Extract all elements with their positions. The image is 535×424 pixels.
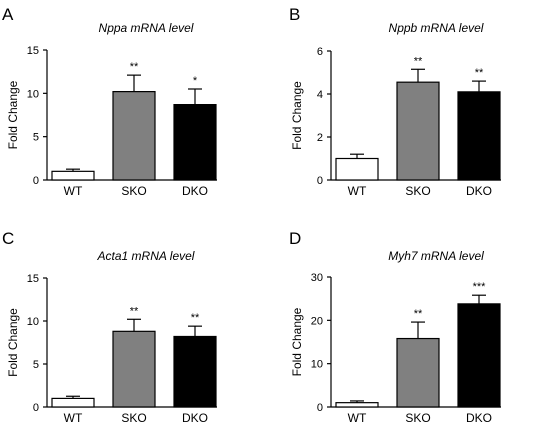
significance-label: ** xyxy=(130,305,139,317)
panel-c: C Acta1 mRNA level Fold Change 0 5 10 15 WT SKO *… xyxy=(2,229,217,424)
y-tick-label: 6 xyxy=(317,46,323,58)
x-tick-label: WT xyxy=(64,184,83,198)
bar-sko xyxy=(396,81,440,181)
y-axis-label: Fold Change xyxy=(290,81,304,150)
y-axis-label: Fold Change xyxy=(290,307,304,376)
chart-title: Acta1 mRNA level xyxy=(97,249,195,263)
y-tick-label: 5 xyxy=(33,132,39,144)
y-tick-label: 10 xyxy=(27,88,39,100)
y-tick-label: 15 xyxy=(27,45,39,57)
y-tick-label: 0 xyxy=(317,402,323,414)
chart-title: Nppa mRNA level xyxy=(99,21,194,35)
chart-title: Myh7 mRNA level xyxy=(388,249,484,263)
y-tick-label: 5 xyxy=(33,359,39,371)
x-tick-label: DKO xyxy=(466,184,492,198)
significance-label: ** xyxy=(475,67,484,79)
y-tick-label: 30 xyxy=(311,272,323,284)
bar-sko xyxy=(112,90,156,181)
y-tick-label: 4 xyxy=(317,89,323,101)
y-tick-label: 0 xyxy=(317,175,323,187)
y-tick-label: 10 xyxy=(27,316,39,328)
y-tick-label: 20 xyxy=(311,315,323,327)
y-axis-label: Fold Change xyxy=(6,308,20,377)
panel-letter: C xyxy=(2,229,14,248)
x-tick-label: SKO xyxy=(405,184,430,198)
x-tick-label: SKO xyxy=(121,411,146,424)
panel-b: B Nppb mRNA level Fold Change 0 2 4 6 WT SKO ** DK… xyxy=(289,5,501,198)
y-axis-label: Fold Change xyxy=(6,80,20,149)
bar-sko xyxy=(112,330,156,408)
significance-label: *** xyxy=(473,281,487,293)
significance-label: * xyxy=(193,75,198,87)
bar-sko xyxy=(396,337,440,408)
panel-letter: B xyxy=(289,5,300,24)
x-tick-label: WT xyxy=(64,411,83,424)
chart-title: Nppb mRNA level xyxy=(389,21,484,35)
y-tick-label: 10 xyxy=(311,359,323,371)
bar-wt xyxy=(335,157,379,181)
y-tick-label: 0 xyxy=(33,175,39,187)
x-tick-label: SKO xyxy=(121,184,146,198)
panel-letter: A xyxy=(2,5,14,24)
y-tick-label: 15 xyxy=(27,273,39,285)
significance-label: ** xyxy=(414,55,423,67)
bar-dko xyxy=(173,103,217,181)
x-tick-label: WT xyxy=(348,411,367,424)
bar-dko xyxy=(457,91,501,181)
x-tick-label: WT xyxy=(348,184,367,198)
bar-dko xyxy=(173,335,217,408)
panel-letter: D xyxy=(289,229,301,248)
y-tick-label: 0 xyxy=(33,402,39,414)
y-tick-label: 2 xyxy=(317,132,323,144)
significance-label: ** xyxy=(130,61,139,73)
significance-label: ** xyxy=(414,308,423,320)
x-tick-label: SKO xyxy=(405,411,430,424)
bar-wt xyxy=(51,397,95,408)
x-tick-label: DKO xyxy=(182,411,208,424)
x-tick-label: DKO xyxy=(466,411,492,424)
significance-label: ** xyxy=(191,312,200,324)
panel-d: D Myh7 mRNA level Fold Change 0 10 20 30 WT SKO *… xyxy=(289,229,501,424)
bar-wt xyxy=(335,402,379,408)
bar-dko xyxy=(457,303,501,408)
x-tick-label: DKO xyxy=(182,184,208,198)
bar-wt xyxy=(51,170,95,181)
